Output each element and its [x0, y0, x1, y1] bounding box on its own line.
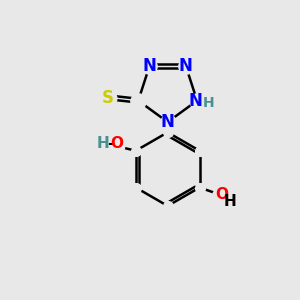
Text: O: O [216, 187, 229, 202]
Text: N: N [189, 92, 202, 110]
Text: H: H [202, 96, 214, 110]
Text: O: O [111, 136, 124, 151]
Text: N: N [161, 113, 175, 131]
Text: H: H [223, 194, 236, 209]
Text: N: N [142, 57, 156, 75]
Text: -: - [107, 136, 113, 151]
Text: H: H [96, 136, 109, 151]
Text: N: N [179, 57, 193, 75]
Text: S: S [102, 89, 114, 107]
